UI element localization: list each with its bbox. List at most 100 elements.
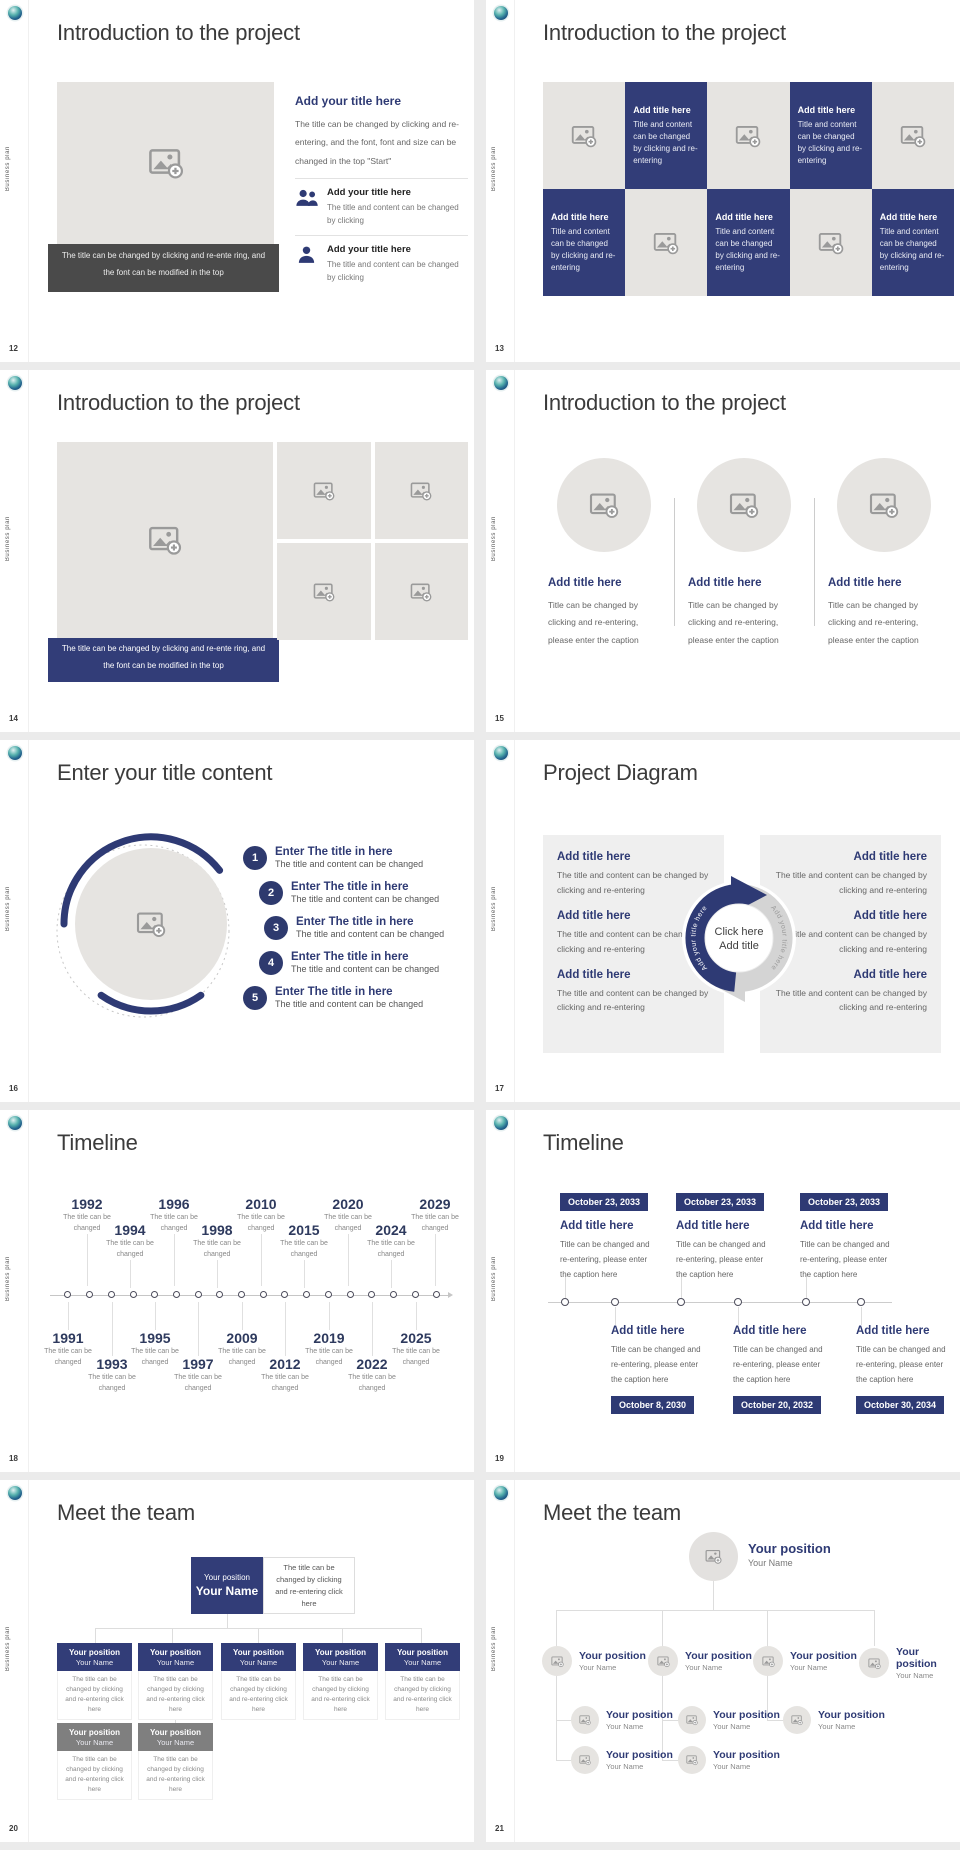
timeline-node: [368, 1291, 375, 1298]
org-member-node: Your position Your Name: [648, 1646, 752, 1676]
column-heading: Add title here: [548, 577, 622, 589]
member-position: Your position: [69, 1647, 120, 1657]
brand-logo-icon: [8, 6, 22, 20]
feature-heading: Add your title here: [327, 186, 411, 198]
cell-heading: Add title here: [797, 104, 856, 115]
image-placeholder-icon: [313, 482, 335, 501]
slide-thumbnail-12[interactable]: Business plan Introduction to the projec…: [0, 0, 474, 362]
image-placeholder-icon: [656, 1655, 670, 1667]
year-note: The title can be changed: [218, 1348, 266, 1366]
numbered-list-item: 2 Enter The title in here The title and …: [259, 881, 471, 905]
timeline-axis: [50, 1295, 448, 1296]
timeline-node: [238, 1291, 245, 1298]
image-placeholder-circle: [697, 458, 791, 552]
slide-thumbnail-19[interactable]: Business plan Timeline October 23, 2033 …: [486, 1110, 960, 1472]
connector-line: [556, 1720, 578, 1721]
timeline-year-entry: 2024 The title can be changed: [362, 1222, 420, 1288]
image-placeholder-icon: [589, 493, 619, 519]
org-root-node: Your position Your Name: [191, 1557, 263, 1614]
slide-number: 18: [9, 1454, 18, 1463]
slide-thumbnail-21[interactable]: Business plan Meet the team Your positio…: [486, 1480, 960, 1842]
slide-number: 19: [495, 1454, 504, 1463]
margin-divider: [28, 1480, 29, 1842]
block-body: The title and content can be changed by …: [557, 870, 709, 895]
year-label: 2019: [313, 1330, 345, 1346]
connector-line: [421, 1628, 422, 1643]
timeline-node: [195, 1291, 202, 1298]
member-position: Your position: [69, 1727, 120, 1737]
sidebar-vertical-label: Business plan: [491, 1626, 497, 1672]
member-position: Your position: [606, 1709, 673, 1721]
year-label: 1991: [52, 1330, 84, 1346]
panel-block: Add title here The title and content can…: [557, 910, 710, 957]
connector-line: [874, 1610, 875, 1646]
member-caption: The title can be changed by clicking and…: [221, 1671, 296, 1721]
year-note: The title can be changed: [193, 1240, 241, 1258]
year-note: The title can be changed: [174, 1374, 222, 1392]
image-placeholder-icon: [579, 1755, 591, 1766]
member-caption: The title can be changed by clicking and…: [57, 1671, 132, 1721]
timeline-node: [347, 1291, 354, 1298]
slide-number: 20: [9, 1824, 18, 1833]
panel-block: Add title here The title and content can…: [774, 851, 927, 898]
margin-divider: [28, 1110, 29, 1472]
slide-thumbnail-14[interactable]: Business plan Introduction to the projec…: [0, 370, 474, 732]
block-heading: Add title here: [853, 968, 927, 981]
timeline-year-entry: 1997 The title can be changed: [169, 1302, 227, 1394]
image-caption: The title can be changed by clicking and…: [48, 244, 279, 292]
content-column: Add title here Title can be changed by c…: [814, 458, 954, 649]
year-label: 2022: [356, 1356, 388, 1372]
cell-body: Title and content can be changed by clic…: [633, 119, 698, 165]
cell-heading: Add title here: [879, 211, 938, 222]
grid-cell: Add title here Title and content can be …: [707, 189, 790, 296]
slide-title: Introduction to the project: [543, 390, 786, 415]
avatar-placeholder: [678, 1706, 706, 1734]
sidebar-vertical-label: Business plan: [5, 1626, 11, 1672]
avatar-placeholder: [859, 1648, 889, 1678]
connector-line: [681, 1274, 682, 1298]
grid-cell: [707, 82, 790, 189]
column-body: Title can be changed by clicking and re-…: [828, 600, 919, 645]
slide-thumbnail-18[interactable]: Business plan Timeline 1992 The title ca…: [0, 1110, 474, 1472]
slide-title: Timeline: [543, 1130, 624, 1155]
slide-thumbnail-15[interactable]: Business plan Introduction to the projec…: [486, 370, 960, 732]
year-label: 1998: [201, 1222, 233, 1238]
timeline-node: [734, 1298, 742, 1306]
image-placeholder-icon: [579, 1715, 591, 1726]
sidebar-vertical-label: Business plan: [491, 886, 497, 932]
brand-logo-icon: [494, 1486, 508, 1500]
event-body: Title can be changed and re-entering, pl…: [733, 1345, 823, 1384]
grid-cell: [789, 189, 872, 296]
block-heading: Add title here: [557, 968, 631, 981]
timeline-event: Add title here Title can be changed and …: [733, 1325, 831, 1415]
image-caption: The title can be changed by clicking and…: [48, 638, 279, 682]
slide-thumbnail-13[interactable]: Business plan Introduction to the projec…: [486, 0, 960, 362]
feature-item: Add your title here The title and conten…: [295, 235, 468, 284]
connector-line: [713, 1581, 714, 1610]
cell-body: Title and content can be changed by clic…: [551, 226, 616, 272]
margin-divider: [28, 370, 29, 732]
slide-title: Meet the team: [543, 1500, 682, 1525]
org-root-note: The title can be changed by clicking and…: [263, 1557, 355, 1614]
feature-list: Add your title here The title and conten…: [295, 177, 468, 285]
timeline-event: Add title here Title can be changed and …: [856, 1325, 954, 1415]
slide-thumbnail-16[interactable]: Business plan Enter your title content 1…: [0, 740, 474, 1102]
margin-divider: [514, 740, 515, 1102]
sidebar-vertical-label: Business plan: [5, 516, 11, 562]
grid-cell: Add title here Title and content can be …: [789, 82, 872, 189]
year-label: 2009: [226, 1330, 258, 1346]
panel-block: Add title here The title and content can…: [774, 969, 927, 1016]
sidebar-vertical-label: Business plan: [5, 886, 11, 932]
year-note: The title can be changed: [324, 1214, 372, 1232]
slide-thumbnail-17[interactable]: Business plan Project Diagram Add title …: [486, 740, 960, 1102]
item-heading: Enter The title in here: [291, 881, 409, 893]
numbered-list-item: 4 Enter The title in here The title and …: [259, 951, 471, 975]
member-name: Your Name: [75, 1737, 114, 1747]
image-placeholder-icon: [686, 1755, 698, 1766]
timeline-node: [433, 1291, 440, 1298]
member-name: Your Name: [579, 1663, 617, 1672]
org-member-node: Your position Your Name The title can be…: [138, 1643, 213, 1721]
avatar-placeholder: [753, 1646, 783, 1676]
slide-thumbnail-20[interactable]: Business plan Meet the team Your positio…: [0, 1480, 474, 1842]
year-note: The title can be changed: [44, 1348, 92, 1366]
